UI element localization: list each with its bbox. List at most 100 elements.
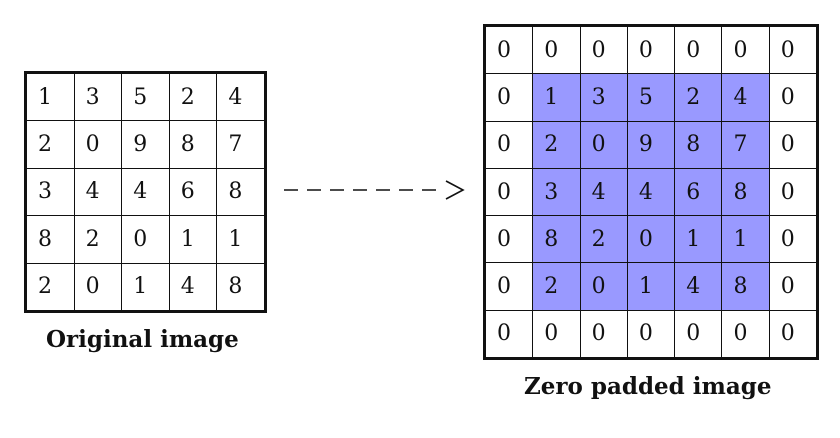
grid-cell: 3 [532, 167, 581, 217]
cell-value: 6 [686, 179, 701, 205]
grid-row: 0 3 4 4 6 8 0 [484, 167, 818, 217]
grid-cell: 3 [73, 72, 123, 122]
grid-cell: 0 [768, 120, 818, 169]
cell-value: 0 [497, 37, 511, 63]
grid-cell: 1 [626, 262, 676, 311]
grid-cell: 0 [484, 25, 534, 75]
grid-cell: 0 [626, 25, 676, 75]
grid-cell: 0 [579, 120, 628, 169]
grid-cell: 2 [674, 73, 723, 122]
grid-cell: 8 [216, 262, 265, 311]
cell-value: 0 [497, 179, 511, 205]
cell-value: 8 [228, 179, 243, 205]
cell-value: 7 [733, 132, 748, 158]
grid-row: 2 0 1 4 8 [26, 262, 265, 311]
cell-value: 5 [638, 84, 653, 110]
cell-value: 4 [686, 274, 701, 300]
grid-cell: 0 [484, 262, 534, 311]
grid-cell: 1 [532, 73, 581, 122]
grid-cell: 3 [26, 167, 75, 217]
cell-value: 4 [638, 179, 653, 205]
grid-cell: 0 [484, 215, 534, 264]
grid-cell: 0 [768, 215, 818, 264]
cell-value: 3 [591, 84, 606, 110]
grid-cell: 0 [768, 73, 818, 122]
grid-row: 3 4 4 6 8 [26, 167, 265, 217]
grid-cell: 0 [484, 309, 534, 359]
cell-value: 4 [733, 84, 748, 110]
cell-value: 4 [85, 179, 100, 205]
cell-value: 0 [780, 84, 795, 110]
grid-cell: 0 [121, 215, 170, 264]
grid-cell: 2 [579, 215, 628, 264]
grid-row: 0 0 0 0 0 0 0 [484, 25, 818, 75]
grid-cell: 4 [73, 167, 123, 217]
grid-row: 0 2 0 1 4 8 0 [484, 262, 818, 311]
grid-row: 0 8 2 0 1 1 0 [484, 215, 818, 264]
cell-value: 0 [497, 321, 511, 347]
grid-row: 0 0 0 0 0 0 0 [484, 309, 818, 359]
cell-value: 3 [544, 179, 559, 205]
grid-cell: 8 [674, 120, 723, 169]
grid-row: 8 2 0 1 1 [26, 215, 265, 264]
cell-value: 0 [686, 37, 701, 63]
cell-value: 2 [544, 274, 559, 300]
cell-value: 1 [544, 84, 559, 110]
grid-cell: 2 [73, 215, 123, 264]
grid-cell: 9 [626, 120, 676, 169]
grid-cell: 1 [26, 72, 75, 122]
cell-value: 3 [38, 179, 52, 205]
cell-value: 8 [228, 274, 243, 300]
cell-value: 1 [638, 274, 653, 300]
cell-value: 4 [228, 84, 243, 110]
grid-cell: 7 [721, 120, 770, 169]
cell-value: 2 [591, 226, 606, 252]
grid-cell: 0 [579, 309, 628, 359]
cell-value: 8 [38, 226, 52, 252]
grid-cell: 0 [532, 309, 581, 359]
cell-value: 1 [733, 226, 748, 252]
grid-cell: 8 [168, 120, 218, 169]
cell-value: 0 [591, 132, 606, 158]
cell-value: 0 [638, 226, 653, 252]
grid-cell: 1 [721, 215, 770, 264]
cell-value: 0 [497, 84, 511, 110]
cell-value: 1 [180, 226, 195, 252]
grid-cell: 0 [73, 262, 123, 311]
cell-value: 7 [228, 132, 243, 158]
cell-value: 1 [38, 84, 52, 110]
grid-cell: 0 [579, 262, 628, 311]
cell-value: 8 [733, 179, 748, 205]
grid-cell: 2 [26, 120, 75, 169]
grid-cell: 2 [532, 120, 581, 169]
cell-value: 8 [733, 274, 748, 300]
arrow-head [445, 180, 465, 200]
cell-value: 0 [497, 226, 511, 252]
grid-cell: 4 [626, 167, 676, 217]
grid-cell: 2 [168, 72, 218, 122]
cell-value: 1 [228, 226, 243, 252]
cell-value: 0 [85, 132, 100, 158]
grid-cell: 0 [484, 120, 534, 169]
grid-cell: 5 [121, 72, 170, 122]
grid-cell: 8 [721, 167, 770, 217]
grid-row: 2 0 9 8 7 [26, 120, 265, 169]
grid-cell: 1 [674, 215, 723, 264]
original-image-table: 1 3 5 2 4 2 0 9 8 7 3 4 4 6 8 8 2 0 1 1 2 0 1 4 8 [26, 72, 265, 311]
grid-cell: 4 [721, 73, 770, 122]
cell-value: 8 [180, 132, 195, 158]
cell-value: 0 [733, 321, 748, 347]
grid-cell: 0 [484, 167, 534, 217]
cell-value: 6 [180, 179, 195, 205]
dashed-arrow-icon [284, 180, 465, 200]
cell-value: 2 [544, 132, 559, 158]
cell-value: 8 [544, 226, 559, 252]
grid-cell: 0 [768, 167, 818, 217]
grid-cell: 4 [121, 167, 170, 217]
cell-value: 0 [544, 321, 559, 347]
zero-padded-image-grid: 0 0 0 0 0 0 0 0 1 3 5 2 4 0 0 2 0 9 8 7 0 0 3 4 4 6 8 0 0 8 2 0 1 1 0 0 2 0 1 4… [483, 24, 820, 361]
grid-cell: 4 [674, 262, 723, 311]
cell-value: 0 [686, 321, 701, 347]
cell-value: 1 [133, 274, 148, 300]
cell-value: 0 [85, 274, 100, 300]
